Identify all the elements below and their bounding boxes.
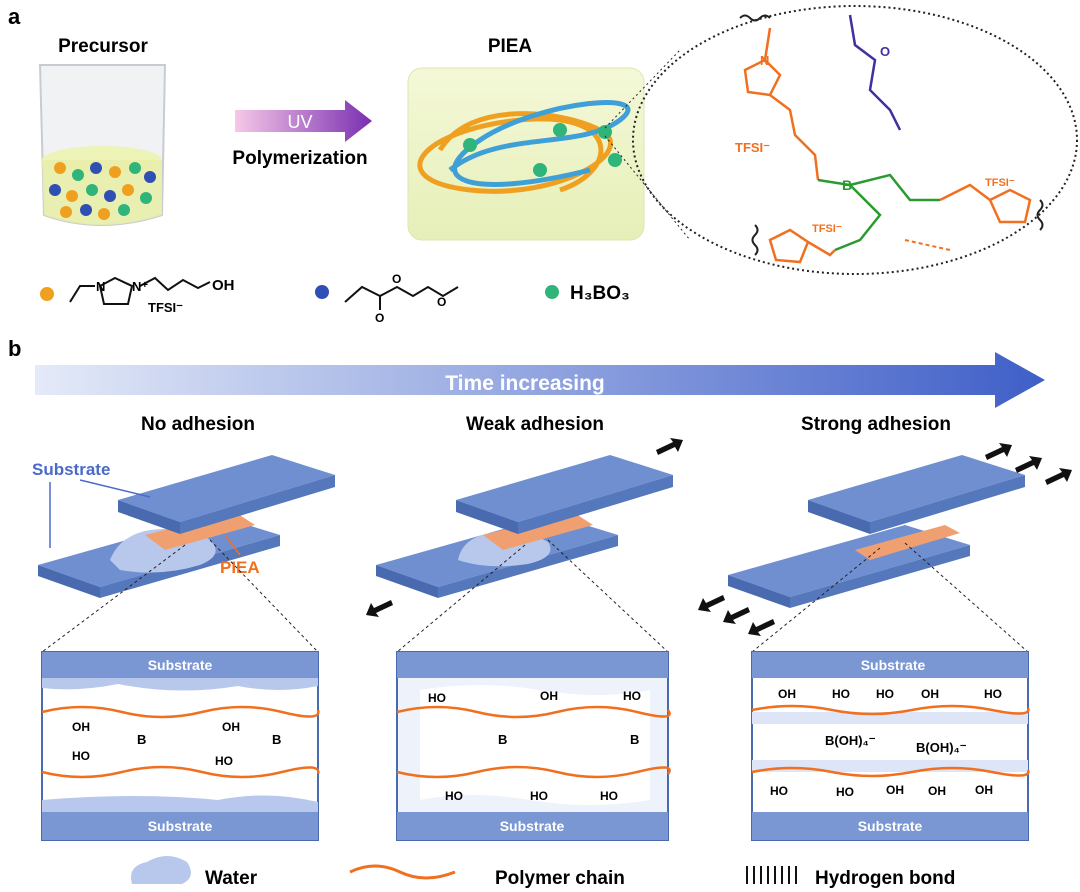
ionic-liquid-structure <box>69 276 211 305</box>
oh-group: OH <box>886 783 904 797</box>
detail-weak-adhesion: Substrate HO OH HO B B HO HO HO <box>396 651 671 841</box>
borate-ion-label: B(OH)₄⁻ <box>916 740 967 755</box>
stage-title-no-adhesion: No adhesion <box>141 414 255 435</box>
blue-dot <box>315 285 329 299</box>
stage-title-weak-adhesion: Weak adhesion <box>466 414 604 435</box>
piea-label: PIEA <box>220 558 260 577</box>
detail-no-adhesion: Substrate Substrate OH HO B HO OH B <box>41 651 320 841</box>
oh-group: OH <box>222 720 240 734</box>
tfsi-label: TFSI⁻ <box>812 223 842 235</box>
borate-ion-label: B(OH)₄⁻ <box>825 733 876 748</box>
stage-title-strong-adhesion: Strong adhesion <box>801 414 951 435</box>
o-atom: O <box>880 44 890 59</box>
o-atom: O <box>392 272 401 286</box>
ho-group: HO <box>832 687 850 701</box>
ho-group: HO <box>72 749 90 763</box>
legend-polymer-chain: Polymer chain <box>495 868 625 889</box>
pointer-line <box>79 479 151 498</box>
hydroxyl-label: OH <box>212 277 235 294</box>
oh-group: OH <box>975 783 993 797</box>
oh-group: OH <box>778 687 796 701</box>
zoom-lines <box>41 539 1029 653</box>
orange-dot <box>40 287 54 301</box>
oh-group: OH <box>928 784 946 798</box>
panel-b-letter: b <box>8 336 21 361</box>
monomer-legend: N N⁺ OH TFSI⁻ O O O H₃BO₃ <box>40 272 630 325</box>
panel-a-letter: a <box>8 4 21 29</box>
oh-group: OH <box>72 720 90 734</box>
time-arrow: Time increasing <box>35 352 1045 408</box>
piea-title: PIEA <box>488 36 533 57</box>
bottom-legend: Water Polymer chain Hydrogen bond <box>131 856 955 889</box>
o-atom: O <box>375 311 384 325</box>
substrate-top-label: Substrate <box>861 657 926 673</box>
ho-group: HO <box>984 687 1002 701</box>
oh-group: OH <box>540 689 558 703</box>
boric-acid-label: H₃BO₃ <box>570 283 630 304</box>
tfsi-label: TFSI⁻ <box>985 177 1015 189</box>
zoom-line <box>604 135 691 241</box>
water-icon <box>131 856 191 884</box>
plates-strong-adhesion <box>698 443 1072 636</box>
ho-group: HO <box>428 691 446 705</box>
uv-arrow: UV <box>235 100 372 142</box>
ho-group: HO <box>215 754 233 768</box>
substrate-bottom-label: Substrate <box>500 818 565 834</box>
substrate-bottom-label: Substrate <box>148 818 213 834</box>
ho-group: HO <box>836 785 854 799</box>
zoom-line <box>604 49 681 129</box>
substrate-top-label: Substrate <box>148 657 213 673</box>
ho-group: HO <box>600 789 618 803</box>
boron-atom: B <box>842 177 852 193</box>
ho-group: HO <box>623 689 641 703</box>
tfsi-label: TFSI⁻ <box>148 300 183 315</box>
borate-center: B <box>272 732 281 747</box>
tfsi-label: TFSI⁻ <box>735 140 770 155</box>
beaker-illustration <box>38 64 167 226</box>
legend-hydrogen-bond: Hydrogen bond <box>815 868 955 889</box>
n-plus-atom: N⁺ <box>132 279 148 294</box>
substrate-bottom-label: Substrate <box>858 818 923 834</box>
piea-gel-illustration <box>407 67 645 241</box>
legend-water: Water <box>205 868 258 889</box>
pointer-line <box>224 534 241 556</box>
oh-group: OH <box>921 687 939 701</box>
acrylate-structure <box>344 285 459 310</box>
detail-strong-adhesion: Substrate Substrate OH HO HO OH HO HO HO… <box>751 651 1030 841</box>
polymer-chain-icon <box>349 864 456 880</box>
borate-center: B <box>137 732 146 747</box>
borate-center: B <box>630 732 639 747</box>
o-atom: O <box>437 295 446 309</box>
plates-weak-adhesion <box>366 438 683 617</box>
ho-group: HO <box>770 784 788 798</box>
uv-label: UV <box>287 112 312 132</box>
precursor-title: Precursor <box>58 36 148 57</box>
ho-group: HO <box>876 687 894 701</box>
time-arrow-label: Time increasing <box>445 372 605 395</box>
molecular-structure-zoom: N TFSI⁻ O B TFSI⁻ TFSI⁻ <box>632 5 1078 275</box>
ho-group: HO <box>445 789 463 803</box>
polymerization-label: Polymerization <box>232 148 367 169</box>
green-dot <box>545 285 559 299</box>
borate-center: B <box>498 732 507 747</box>
n-atom: N <box>760 53 769 68</box>
hydrogen-bond-icon <box>746 866 797 884</box>
plates-no-adhesion <box>38 455 335 598</box>
n-atom: N <box>96 279 105 294</box>
substrate-label: Substrate <box>32 460 110 479</box>
ho-group: HO <box>530 789 548 803</box>
